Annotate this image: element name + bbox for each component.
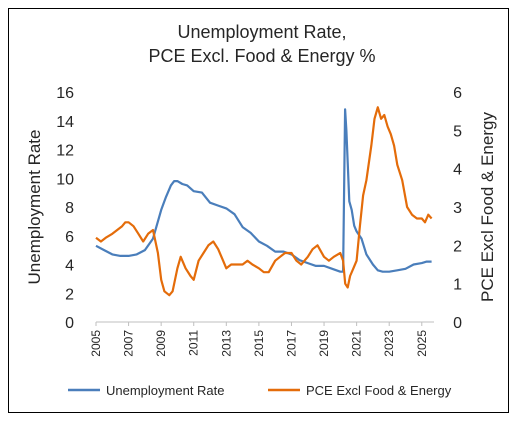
x-tick-label: 2007 (122, 330, 136, 357)
series-line-pce-excl-food-energy (95, 106, 433, 297)
series-lines (95, 106, 433, 297)
x-tick-label: 2011 (187, 330, 201, 356)
y-left-tick-label: 4 (65, 258, 74, 275)
y-right-tick-label: 4 (453, 162, 462, 179)
x-tick-label: 2019 (317, 330, 331, 357)
y-left-tick-label: 2 (65, 286, 74, 303)
y-right-axis-title: PCE Excl Food & Energy (478, 112, 497, 302)
x-tick-label: 2017 (284, 330, 298, 357)
y-left-tick-label: 0 (65, 315, 74, 332)
legend: Unemployment Rate PCE Excl Food & Energy (68, 383, 452, 398)
x-tick-label: 2009 (154, 330, 168, 357)
x-tick-label: 2013 (219, 330, 233, 357)
y-left-tick-label: 16 (56, 85, 74, 102)
y-right-tick-label: 3 (453, 200, 462, 217)
y-right-tick-label: 6 (453, 85, 462, 102)
y-right-tick-label: 2 (453, 238, 462, 255)
y-right-ticks: 0 1 2 3 4 5 6 (453, 85, 462, 332)
y-right-tick-label: 1 (453, 277, 462, 294)
x-ticks: 2005 2007 2009 2011 2013 2015 2017 2019 2021 2023… (89, 322, 429, 357)
chart-frame (8, 8, 509, 413)
y-left-tick-label: 12 (56, 143, 74, 160)
y-left-ticks: 0 2 4 6 8 10 12 14 16 (56, 85, 74, 332)
y-right-tick-label: 0 (453, 315, 462, 332)
y-right-tick-label: 5 (453, 123, 462, 140)
legend-label-unemployment: Unemployment Rate (106, 383, 225, 398)
y-left-tick-label: 6 (65, 229, 74, 246)
y-left-axis-title: Unemployment Rate (25, 130, 44, 285)
chart-title-line-1: Unemployment Rate, (177, 22, 346, 42)
x-tick-label: 2005 (89, 330, 103, 357)
y-left-tick-label: 14 (56, 114, 74, 131)
x-tick-label: 2023 (382, 330, 396, 357)
x-tick-label: 2025 (415, 330, 429, 357)
chart-title-line-2: PCE Excl. Food & Energy % (148, 46, 375, 66)
y-left-tick-label: 10 (56, 171, 74, 188)
x-tick-label: 2021 (350, 330, 364, 357)
series-line-unemployment-rate (95, 108, 432, 273)
legend-label-pce: PCE Excl Food & Energy (306, 383, 452, 398)
y-left-tick-label: 8 (65, 200, 74, 217)
x-tick-label: 2015 (252, 330, 266, 357)
